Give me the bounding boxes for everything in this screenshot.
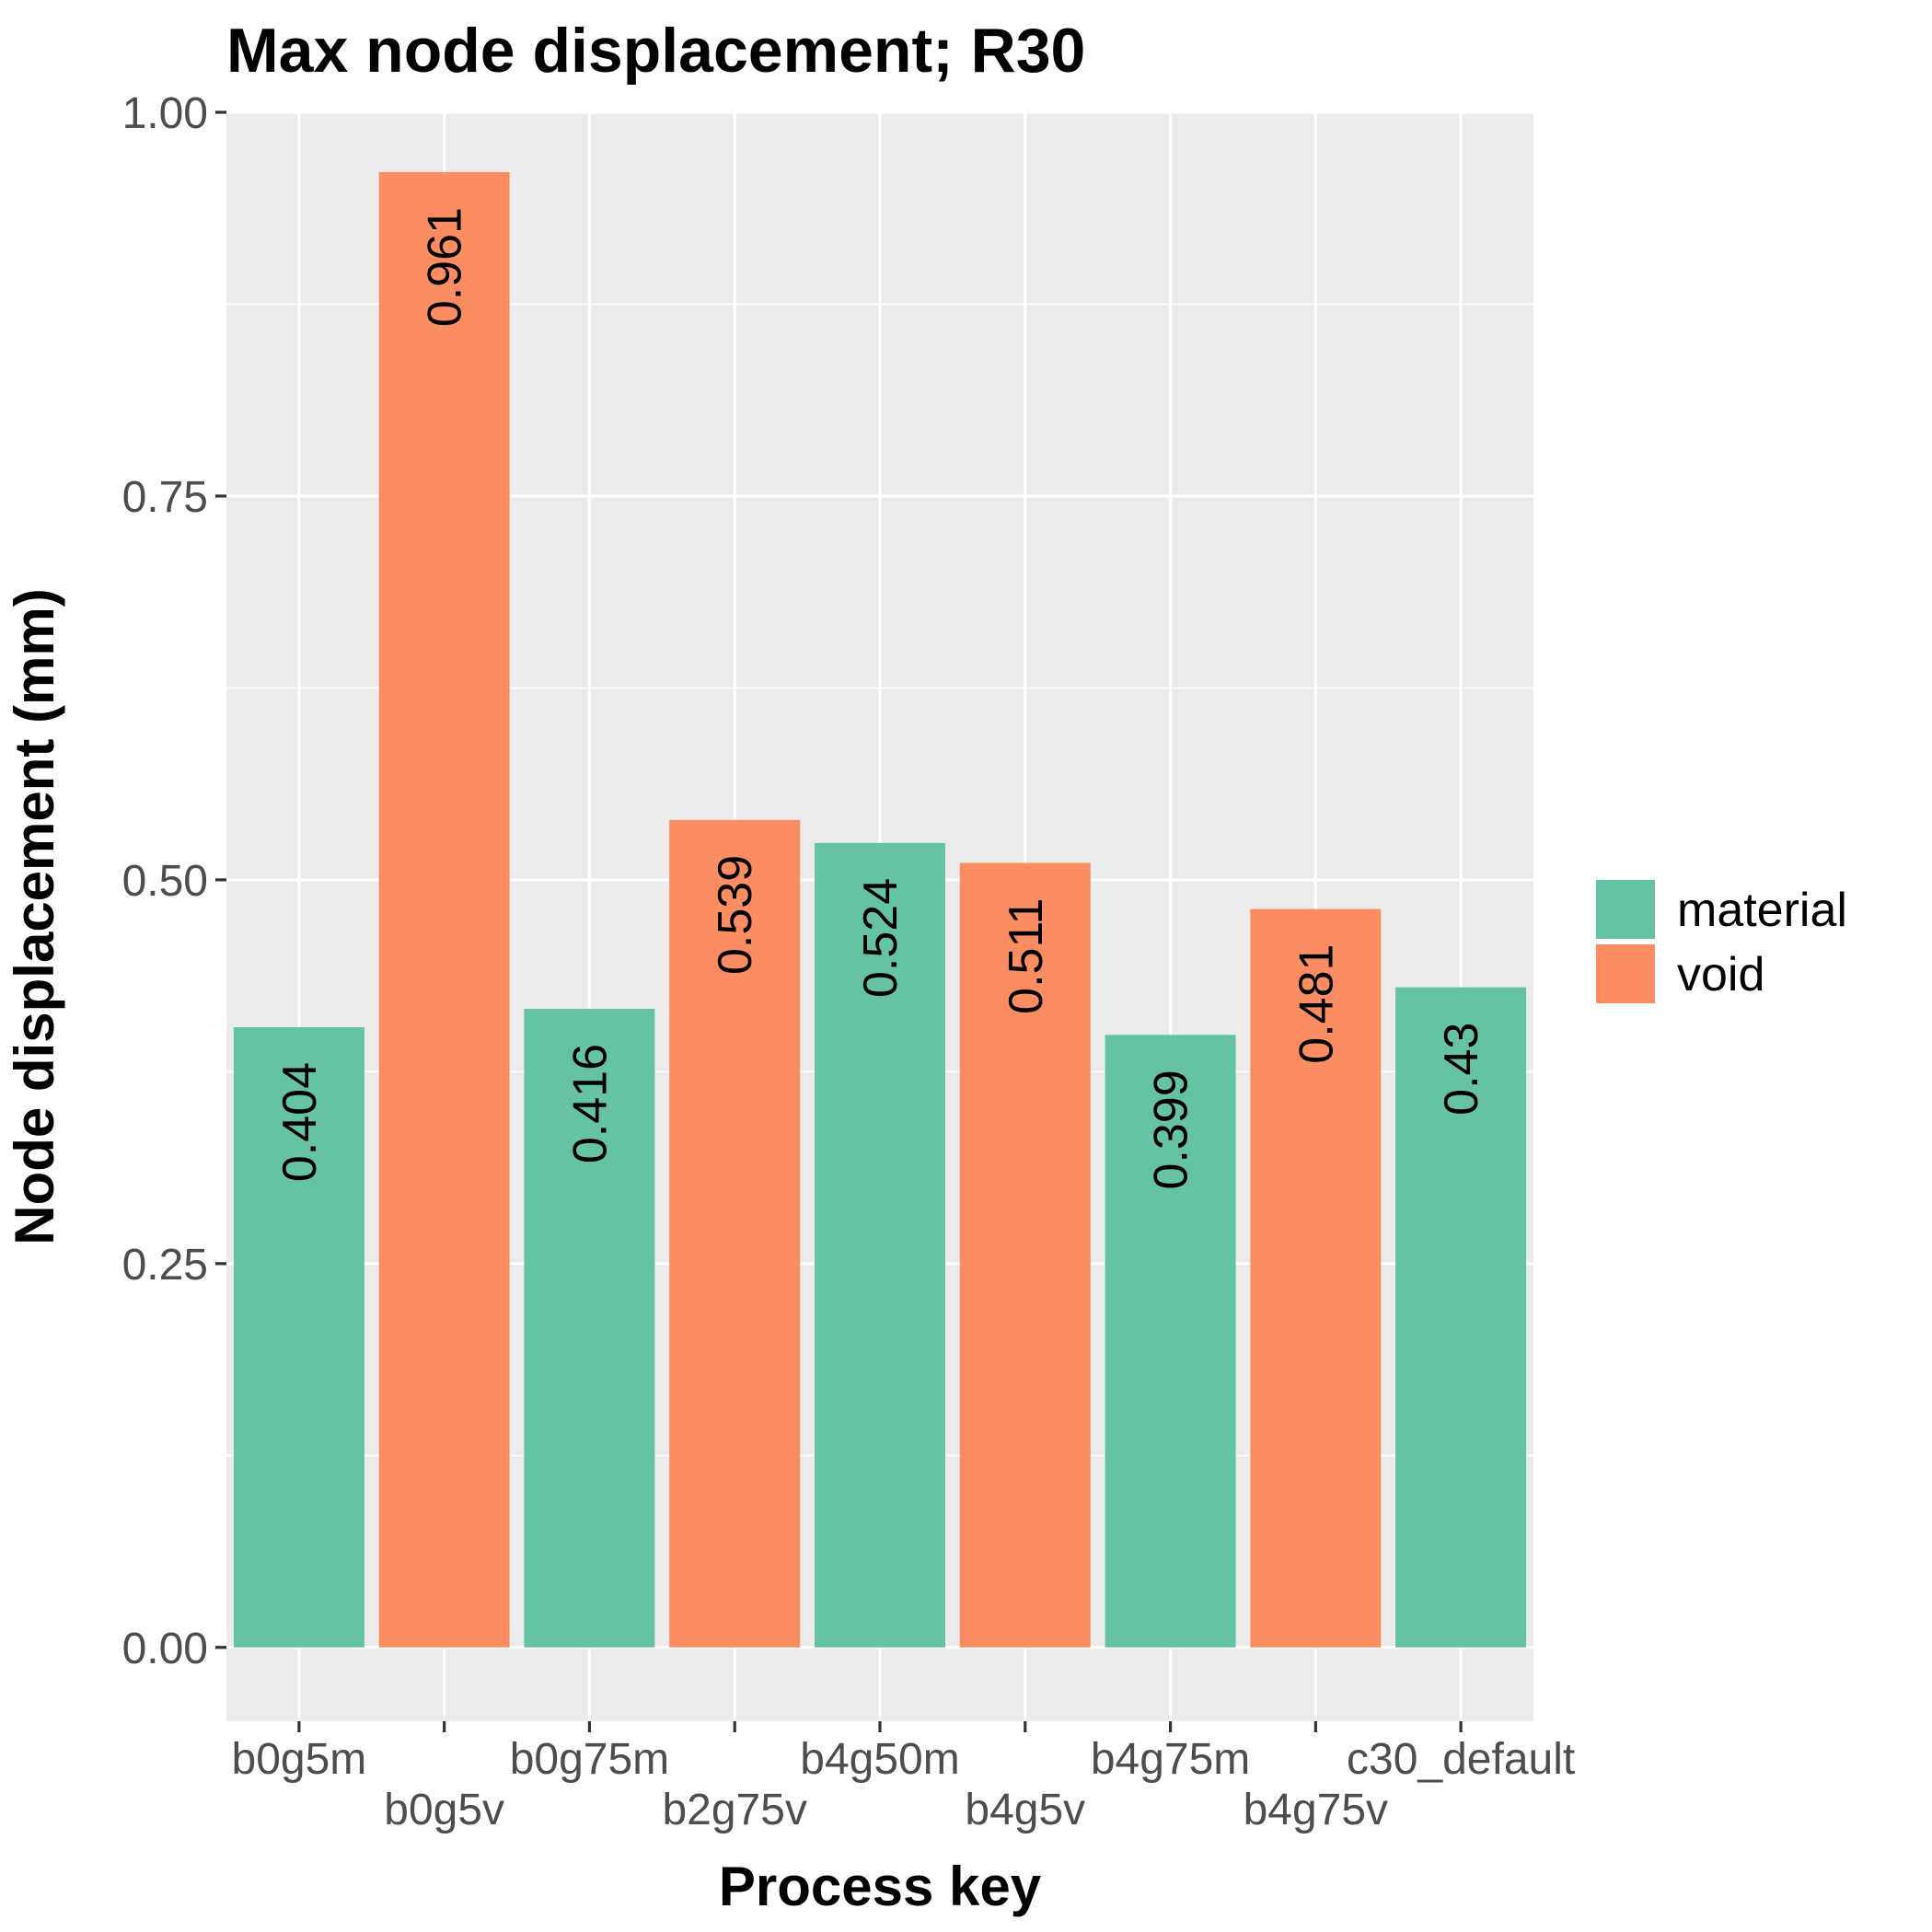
data-label-c30_default: 0.43 bbox=[1435, 1023, 1488, 1116]
legend-key-void bbox=[1596, 944, 1655, 1003]
y-axis: 0.00 0.25 0.50 0.75 1.00 bbox=[122, 89, 226, 1673]
legend-key-material bbox=[1596, 880, 1655, 939]
data-labels: 0.404 0.961 0.416 0.539 0.524 0.511 0.399 0.481… bbox=[273, 207, 1488, 1189]
bar-c30_default bbox=[1395, 987, 1527, 1648]
bars bbox=[233, 172, 1527, 1648]
x-axis: b0g5m b0g5vb0g75mb2g75vb4g50mb4g5vb4g75mb… bbox=[232, 1721, 1575, 1834]
legend: material void bbox=[1596, 880, 1847, 1003]
x-tick-label-b0g75m: b0g75m bbox=[510, 1735, 669, 1784]
data-label-b0g5m: 0.404 bbox=[273, 1062, 327, 1182]
y-tick-label: 0.25 bbox=[122, 1241, 208, 1290]
data-label-b0g5v: 0.961 bbox=[419, 207, 472, 327]
x-tick-label-b4g75m: b4g75m bbox=[1091, 1735, 1250, 1784]
x-tick-label-b4g5v: b4g5v bbox=[965, 1786, 1085, 1834]
bar-b2g75v bbox=[669, 819, 801, 1648]
legend-label-void: void bbox=[1677, 948, 1764, 1001]
bar-b0g5v bbox=[378, 172, 510, 1648]
y-tick-label: 0.50 bbox=[122, 857, 208, 906]
bar-b0g5m bbox=[233, 1026, 364, 1648]
data-label-b4g5v: 0.511 bbox=[1000, 898, 1053, 1014]
y-axis-title: Node displacement (mm) bbox=[4, 588, 65, 1244]
data-label-b2g75v: 0.539 bbox=[709, 855, 762, 975]
data-label-b4g50m: 0.524 bbox=[854, 878, 908, 998]
bar-b4g50m bbox=[815, 842, 945, 1648]
bar-b4g75m bbox=[1105, 1035, 1236, 1648]
y-tick-label: 0.00 bbox=[122, 1625, 208, 1673]
y-tick-label: 1.00 bbox=[122, 89, 208, 138]
x-tick-label-b0g5m: b0g5m bbox=[232, 1735, 367, 1784]
chart-title: Max node displacement; R30 bbox=[226, 16, 1085, 86]
bar-b4g75v bbox=[1250, 908, 1382, 1648]
data-label-b0g75m: 0.416 bbox=[563, 1044, 617, 1163]
x-tick-label-b4g50m: b4g50m bbox=[800, 1735, 959, 1784]
y-tick-label: 0.75 bbox=[122, 473, 208, 522]
x-axis-title: Process key bbox=[719, 1856, 1042, 1917]
legend-label-material: material bbox=[1677, 884, 1847, 937]
bar-b4g5v bbox=[959, 862, 1091, 1648]
x-tick-label-b2g75v: b2g75v bbox=[662, 1786, 806, 1834]
x-tick-label-b4g75v: b4g75v bbox=[1244, 1786, 1388, 1834]
x-tick-label-c30_default: c30_default bbox=[1347, 1735, 1575, 1784]
x-tick-label-b0g5v: b0g5v bbox=[384, 1786, 504, 1834]
bar-b0g75m bbox=[524, 1008, 655, 1648]
data-label-b4g75m: 0.399 bbox=[1145, 1070, 1198, 1189]
data-label-b4g75v: 0.481 bbox=[1290, 944, 1343, 1064]
